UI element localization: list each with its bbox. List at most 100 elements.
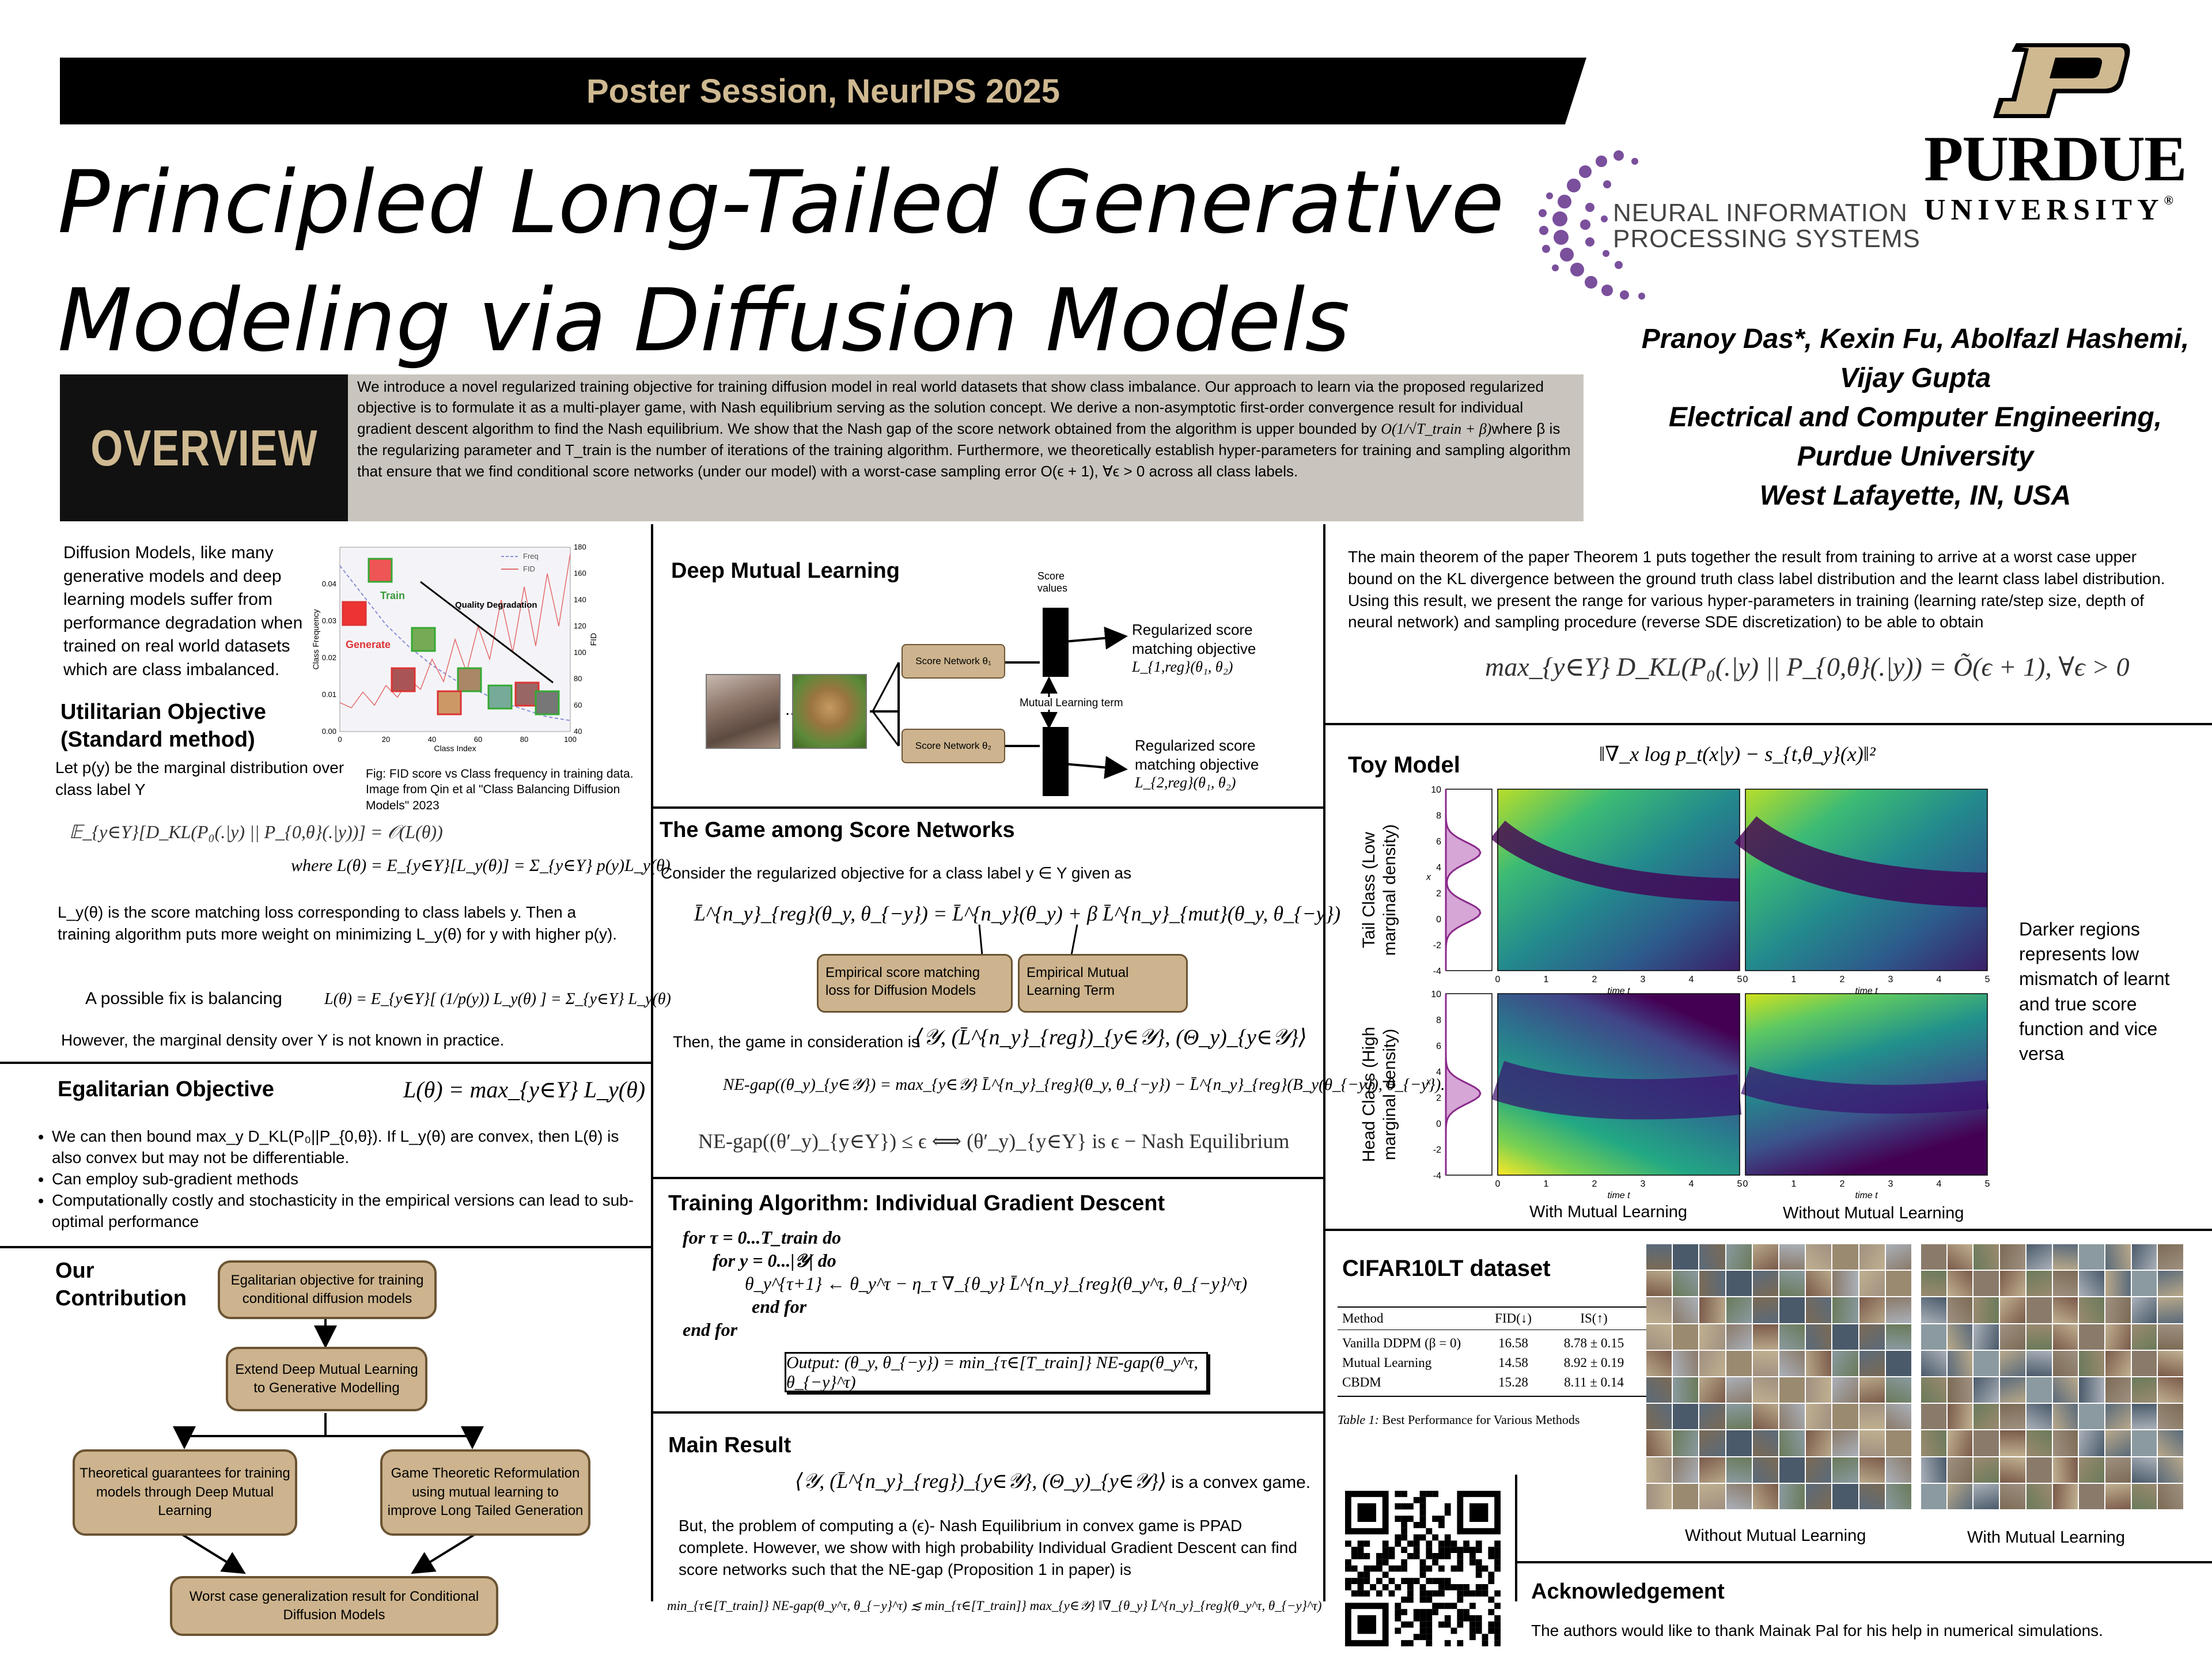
toy-title: Toy Model	[1348, 752, 1460, 778]
heatmap-x-tick: 2	[1592, 1179, 1597, 1189]
sample-image	[2158, 1297, 2183, 1323]
qr-module	[1419, 1571, 1426, 1578]
equation-nash: NE-gap((θ′_y)_{y∈Y}) ≤ ϵ ⟺ (θ′_y)_{y∈Y} …	[698, 1130, 1290, 1153]
sample-image	[1974, 1244, 1999, 1270]
qr-module	[1469, 1615, 1476, 1622]
sample-image	[2000, 1404, 2025, 1430]
sample-image	[1974, 1404, 1999, 1430]
qr-module	[1438, 1584, 1445, 1590]
flow-box-game: Game Theoretic Reformulation using mutua…	[380, 1449, 590, 1536]
sample-image	[1974, 1457, 1999, 1483]
game-pointers	[978, 924, 1078, 956]
overview-label: OVERVIEW	[90, 419, 318, 476]
sample-image	[1859, 1430, 1885, 1456]
sample-image	[1859, 1297, 1885, 1323]
sample-image	[2105, 1483, 2131, 1509]
qr-module	[1475, 1571, 1482, 1578]
qr-module	[1376, 1559, 1382, 1566]
qr-code[interactable]	[1345, 1491, 1501, 1646]
qr-module	[1376, 1553, 1382, 1559]
thumbnail-image	[457, 667, 482, 692]
qr-module	[1469, 1547, 1476, 1553]
main-convex: ⟨𝒴, (L̄^{n_y}_{reg})_{y∈𝒴}, (Θ_y)_{y∈𝒴}⟩…	[795, 1469, 1310, 1494]
sample-image	[1921, 1271, 1946, 1297]
thumbnail-image	[391, 667, 416, 692]
equation-negap: NE-gap((θ_y)_{y∈𝒴}) = max_{y∈𝒴} L̄^{n_y}…	[723, 1075, 1445, 1094]
qr-module	[1463, 1584, 1469, 1590]
fid-chart-svg: 0 20 40 60 80 100 0.00 0.01 0.02 0.03 0.04 40 60 80 10…	[311, 543, 598, 753]
sample-image	[1673, 1404, 1699, 1430]
qr-module	[1494, 1547, 1501, 1553]
qr-module	[1407, 1621, 1414, 1628]
sample-image	[1673, 1457, 1699, 1483]
utilitarian-text-1: Let p(y) be the marginal distribution ov…	[55, 759, 344, 798]
sample-image	[1779, 1271, 1805, 1297]
sample-image	[1726, 1377, 1752, 1403]
qr-module	[1475, 1590, 1482, 1597]
sample-image	[1646, 1377, 1672, 1403]
qr-module	[1401, 1547, 1407, 1553]
sample-image	[2131, 1244, 2157, 1270]
sample-image	[2105, 1297, 2131, 1323]
qr-module	[1419, 1627, 1426, 1634]
sample-image	[2026, 1430, 2052, 1456]
game-box-score-matching: Empirical score matching loss for Diffus…	[817, 954, 1013, 1013]
qr-module	[1426, 1528, 1433, 1535]
sample-image	[1947, 1271, 1973, 1297]
qr-module	[1395, 1491, 1402, 1497]
sample-image	[1859, 1324, 1885, 1350]
sample-image	[1673, 1350, 1699, 1376]
heatmap-frame	[1745, 993, 1988, 1176]
thumbnail-image	[342, 601, 367, 626]
heatmap-x-tick: 4	[1689, 975, 1694, 984]
qr-module	[1419, 1497, 1426, 1503]
sample-image	[1646, 1244, 1672, 1270]
qr-module	[1401, 1522, 1407, 1528]
sample-image	[1806, 1244, 1832, 1270]
heatmap-x-tick: 5	[1985, 975, 1990, 984]
qr-module	[1463, 1615, 1469, 1622]
sample-image	[1859, 1350, 1885, 1376]
qr-module	[1376, 1565, 1382, 1572]
main-text: But, the problem of computing a (ϵ)- Nas…	[679, 1517, 1297, 1578]
equation-regularized: L̄^{n_y}_{reg}(θ_y, θ_{−y}) = L̄^{n_y}(θ…	[694, 902, 1341, 925]
sample-image	[1974, 1324, 1999, 1350]
sample-image	[2105, 1404, 2131, 1430]
tail-class-label: Tail Class (Low marginal density)	[1359, 824, 1399, 956]
sample-image	[1921, 1483, 1946, 1509]
sample-image	[1779, 1430, 1805, 1456]
equation-balance: L(θ) = E_{y∈Y}[ (1/p(y)) L_y(θ) ] = Σ_{y…	[324, 990, 671, 1008]
sample-image	[1752, 1430, 1778, 1456]
sample-image	[1699, 1297, 1725, 1323]
qr-module	[1482, 1590, 1488, 1597]
qr-module	[1457, 1565, 1464, 1572]
qr-module	[1444, 1615, 1451, 1622]
sample-image	[1921, 1404, 1946, 1430]
qr-module	[1401, 1503, 1407, 1510]
qr-module	[1482, 1584, 1488, 1590]
qr-module	[1401, 1528, 1407, 1535]
qr-module	[1494, 1627, 1501, 1634]
qr-module	[1469, 1627, 1476, 1634]
sample-image	[1885, 1457, 1911, 1483]
qr-module	[1494, 1603, 1501, 1609]
table-row: Mutual Learning 14.58 8.92 ± 0.19	[1338, 1353, 1652, 1373]
x-tick-label: 20	[382, 735, 390, 744]
density-y-tick: 4	[1436, 1067, 1441, 1077]
sample-image	[1947, 1377, 1973, 1403]
sample-image	[1646, 1483, 1672, 1509]
qr-module	[1450, 1603, 1457, 1609]
qr-module	[1426, 1565, 1433, 1572]
sample-image	[1779, 1244, 1805, 1270]
sample-image	[1752, 1377, 1778, 1403]
qr-module	[1419, 1584, 1426, 1590]
sample-image	[1832, 1377, 1858, 1403]
overview-label-box: OVERVIEW	[60, 374, 348, 521]
sample-image	[1921, 1244, 1946, 1270]
sample-image	[2000, 1430, 2025, 1456]
qr-module	[1419, 1516, 1426, 1522]
purdue-logo: PURDUE UNIVERSITY®	[1918, 40, 2195, 230]
qr-module	[1351, 1553, 1358, 1559]
qr-module	[1426, 1578, 1433, 1584]
